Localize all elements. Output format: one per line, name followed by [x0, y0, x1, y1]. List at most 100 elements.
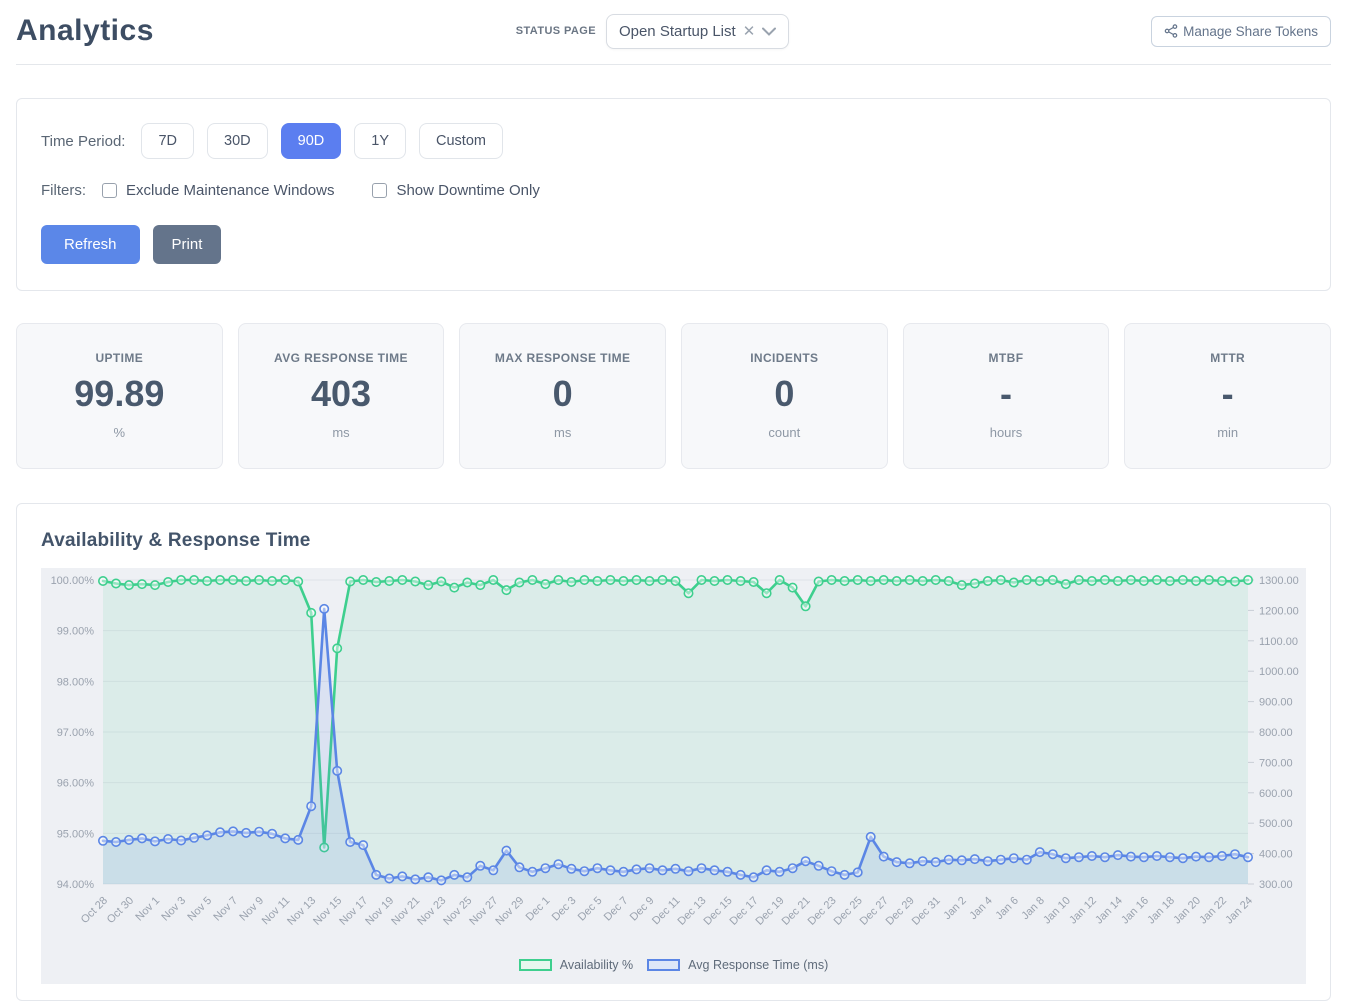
actions-row: Refresh Print — [41, 225, 1306, 264]
print-button[interactable]: Print — [152, 225, 222, 264]
stat-card-incidents: INCIDENTS 0 count — [681, 323, 888, 469]
svg-text:Dec 1: Dec 1 — [524, 895, 553, 924]
filter-panel: Time Period: 7D 30D 90D 1Y Custom Filter… — [16, 98, 1331, 291]
svg-text:96.00%: 96.00% — [57, 778, 95, 790]
stat-unit: hours — [989, 425, 1023, 440]
stat-unit: % — [113, 425, 126, 440]
svg-text:700.00: 700.00 — [1259, 757, 1293, 769]
period-button-7d[interactable]: 7D — [141, 123, 195, 159]
svg-text:Nov 5: Nov 5 — [185, 895, 214, 924]
svg-text:Jan 16: Jan 16 — [1119, 895, 1151, 927]
show-downtime-checkbox-item[interactable]: Show Downtime Only — [372, 182, 540, 199]
stat-label: MAX RESPONSE TIME — [494, 351, 631, 365]
stat-label: INCIDENTS — [750, 351, 819, 365]
period-button-30d[interactable]: 30D — [207, 123, 268, 159]
svg-text:Oct 30: Oct 30 — [105, 895, 136, 926]
chevron-down-icon — [762, 27, 777, 36]
stat-card-uptime: UPTIME 99.89 % — [16, 323, 223, 469]
manage-share-tokens-button[interactable]: Manage Share Tokens — [1151, 15, 1331, 47]
chart-legend: Availability % Avg Response Time (ms) — [41, 954, 1306, 984]
status-page-label: STATUS PAGE — [515, 25, 596, 37]
svg-text:Dec 31: Dec 31 — [910, 895, 943, 928]
status-page-group: STATUS PAGE Open Startup List ✕ — [515, 13, 790, 49]
legend-item-response-time[interactable]: Avg Response Time (ms) — [647, 958, 828, 972]
svg-text:1000.00: 1000.00 — [1259, 666, 1299, 678]
svg-text:1100.00: 1100.00 — [1259, 636, 1298, 648]
svg-text:Jan 2: Jan 2 — [941, 895, 969, 923]
share-icon — [1164, 24, 1178, 38]
svg-text:Jan 12: Jan 12 — [1067, 895, 1099, 927]
clear-selection-icon[interactable]: ✕ — [742, 22, 756, 40]
stat-value: 99.89 — [74, 373, 165, 414]
svg-text:Oct 28: Oct 28 — [79, 895, 110, 926]
stat-value: - — [1221, 373, 1234, 414]
stat-value: - — [999, 373, 1012, 414]
svg-text:400.00: 400.00 — [1259, 849, 1293, 861]
svg-text:Jan 18: Jan 18 — [1145, 895, 1177, 927]
svg-text:1200.00: 1200.00 — [1259, 605, 1299, 617]
exclude-maintenance-checkbox-item[interactable]: Exclude Maintenance Windows — [102, 182, 334, 199]
svg-text:600.00: 600.00 — [1259, 788, 1293, 800]
stat-label: AVG RESPONSE TIME — [274, 351, 408, 365]
svg-text:Jan 4: Jan 4 — [967, 895, 995, 923]
stat-value: 403 — [310, 373, 372, 414]
period-button-1y[interactable]: 1Y — [354, 123, 406, 159]
status-page-selected-value: Open Startup List — [618, 22, 736, 40]
manage-share-tokens-label: Manage Share Tokens — [1183, 23, 1318, 39]
refresh-button[interactable]: Refresh — [41, 225, 140, 264]
status-page-select[interactable]: Open Startup List ✕ — [605, 13, 790, 49]
svg-text:Dec 7: Dec 7 — [602, 895, 631, 924]
period-button-90d[interactable]: 90D — [280, 123, 342, 159]
legend-label: Availability % — [559, 958, 634, 972]
availability-swatch-icon — [518, 959, 552, 971]
show-downtime-checkbox[interactable] — [372, 183, 388, 198]
stat-unit: min — [1217, 425, 1239, 440]
svg-text:Jan 6: Jan 6 — [993, 895, 1021, 923]
legend-item-availability[interactable]: Availability % — [518, 958, 634, 972]
stat-value: 0 — [774, 373, 795, 414]
stat-label: MTBF — [988, 351, 1024, 365]
filters-row: Filters: Exclude Maintenance Windows Sho… — [41, 182, 1306, 199]
svg-text:Nov 3: Nov 3 — [159, 895, 188, 924]
svg-text:500.00: 500.00 — [1259, 818, 1293, 830]
svg-text:Jan 22: Jan 22 — [1197, 895, 1229, 927]
svg-text:Nov 29: Nov 29 — [493, 895, 526, 928]
svg-text:98.00%: 98.00% — [57, 676, 95, 688]
stat-card-mtbf: MTBF - hours — [902, 323, 1110, 469]
period-button-custom[interactable]: Custom — [419, 123, 503, 159]
time-period-row: Time Period: 7D 30D 90D 1Y Custom — [41, 123, 1306, 159]
svg-text:Dec 3: Dec 3 — [550, 895, 579, 924]
header-divider — [16, 64, 1331, 65]
svg-text:Jan 24: Jan 24 — [1223, 895, 1255, 927]
svg-text:Jan 14: Jan 14 — [1093, 895, 1125, 927]
page-title: Analytics — [16, 14, 154, 47]
svg-text:Jan 20: Jan 20 — [1171, 895, 1203, 927]
legend-label: Avg Response Time (ms) — [688, 958, 829, 972]
svg-text:99.00%: 99.00% — [57, 626, 95, 638]
stat-label: MTTR — [1210, 351, 1246, 365]
time-period-label: Time Period: — [41, 132, 126, 150]
svg-text:Nov 1: Nov 1 — [133, 895, 162, 924]
stat-card-max-response: MAX RESPONSE TIME 0 ms — [459, 323, 666, 469]
header: Analytics STATUS PAGE Open Startup List … — [16, 0, 1331, 52]
svg-text:100.00%: 100.00% — [51, 575, 95, 587]
availability-response-chart-canvas[interactable]: 94.00% 95.00% 96.00% 97.00% 98.00% 99.00% 100.… — [41, 568, 1307, 954]
svg-text:97.00%: 97.00% — [57, 727, 95, 739]
response-time-swatch-icon — [647, 959, 681, 971]
svg-text:Nov 7: Nov 7 — [211, 895, 240, 924]
stat-unit: ms — [332, 425, 350, 440]
exclude-maintenance-checkbox[interactable] — [102, 183, 117, 198]
svg-text:Dec 5: Dec 5 — [576, 895, 605, 924]
chart-panel: Availability & Response Time 94.00% 95.00… — [16, 503, 1331, 1001]
time-period-buttons: 7D 30D 90D 1Y Custom — [141, 123, 503, 159]
stat-unit: count — [768, 425, 801, 440]
chart-title: Availability & Response Time — [41, 530, 311, 551]
stat-unit: ms — [553, 425, 572, 440]
svg-text:94.00%: 94.00% — [57, 879, 95, 891]
stat-label: UPTIME — [95, 351, 144, 365]
svg-text:Jan 10: Jan 10 — [1041, 895, 1073, 927]
stat-card-mttr: MTTR - min — [1124, 323, 1331, 469]
svg-text:95.00%: 95.00% — [57, 828, 95, 840]
filters-label: Filters: — [41, 182, 86, 199]
